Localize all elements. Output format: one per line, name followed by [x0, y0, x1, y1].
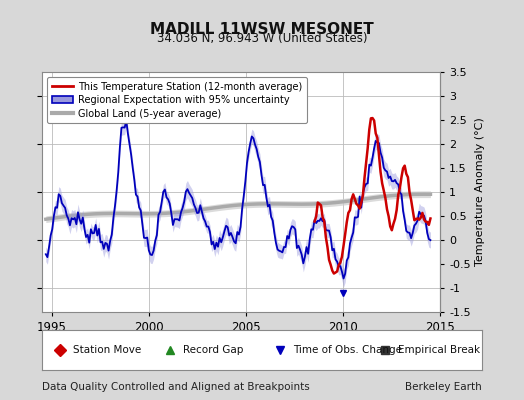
Text: Berkeley Earth: Berkeley Earth [406, 382, 482, 392]
Text: Time of Obs. Change: Time of Obs. Change [293, 345, 402, 355]
Text: Record Gap: Record Gap [183, 345, 243, 355]
Text: Station Move: Station Move [73, 345, 141, 355]
Text: 34.036 N, 96.943 W (United States): 34.036 N, 96.943 W (United States) [157, 32, 367, 45]
Text: Data Quality Controlled and Aligned at Breakpoints: Data Quality Controlled and Aligned at B… [42, 382, 310, 392]
Text: MADILL 11WSW MESONET: MADILL 11WSW MESONET [150, 22, 374, 37]
Y-axis label: Temperature Anomaly (°C): Temperature Anomaly (°C) [475, 118, 485, 266]
Legend: This Temperature Station (12-month average), Regional Expectation with 95% uncer: This Temperature Station (12-month avera… [47, 77, 307, 123]
Text: Empirical Break: Empirical Break [398, 345, 481, 355]
